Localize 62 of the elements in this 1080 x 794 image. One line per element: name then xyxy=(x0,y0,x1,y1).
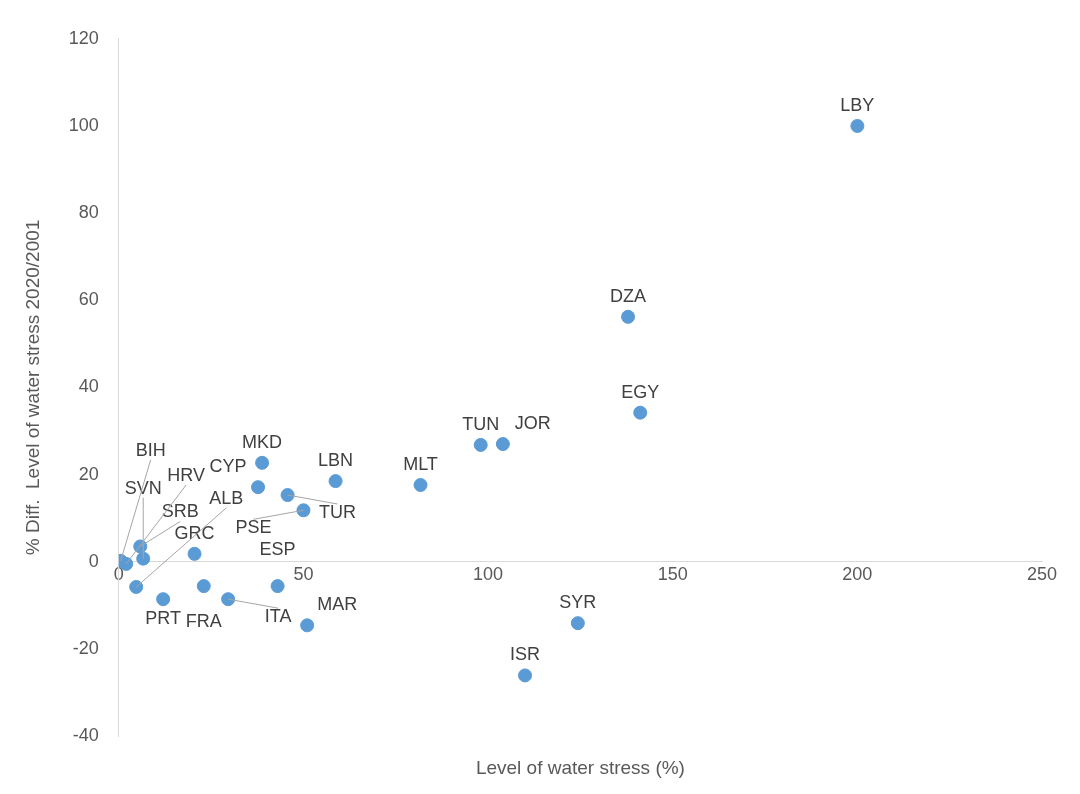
annotation: CYP xyxy=(209,456,247,477)
x-tick-label: 200 xyxy=(842,564,873,585)
annotation: JOR xyxy=(514,413,551,434)
point xyxy=(296,503,311,518)
annotation: MLT xyxy=(403,453,438,474)
point xyxy=(156,592,171,607)
annotation: PSE xyxy=(235,517,272,538)
x-tick-label: 50 xyxy=(293,564,314,585)
point xyxy=(270,579,285,594)
point xyxy=(187,546,202,561)
point xyxy=(518,668,533,683)
point xyxy=(221,592,236,607)
annotation: MKD xyxy=(242,431,283,452)
annotation: SYR xyxy=(559,592,597,613)
point xyxy=(413,478,428,493)
annotation: DZA xyxy=(610,285,647,306)
annotation: LBN xyxy=(318,450,354,471)
y-tick-label: 120 xyxy=(68,27,99,48)
point xyxy=(473,437,488,452)
point xyxy=(621,309,636,324)
point xyxy=(300,618,315,633)
point xyxy=(280,488,295,503)
x-axis-title: Level of water stress (%) xyxy=(475,757,685,778)
annotation: ESP xyxy=(259,539,296,560)
x-tick-label: 0 xyxy=(113,564,124,585)
y-axis-title: % Diff. Level of water stress 2020/2001 xyxy=(21,219,43,556)
y-tick-label: 100 xyxy=(68,114,99,135)
point xyxy=(495,437,510,452)
point xyxy=(251,480,266,495)
annotation: ITA xyxy=(264,606,292,627)
annotation: TUN xyxy=(462,413,500,434)
annotation: HRV xyxy=(167,464,206,485)
point xyxy=(255,455,270,470)
annotation: LBY xyxy=(840,94,875,115)
point xyxy=(136,551,151,566)
point xyxy=(850,118,865,133)
point xyxy=(328,474,343,489)
x-tick-label: 250 xyxy=(1026,564,1058,585)
y-tick-label: 40 xyxy=(78,376,99,397)
y-tick-label: -20 xyxy=(72,637,99,658)
annotation: PRT xyxy=(145,608,181,629)
y-tick-label: -40 xyxy=(72,724,99,745)
annotation: SRB xyxy=(161,501,199,522)
annotation: GRC xyxy=(174,522,215,543)
annotation: FRA xyxy=(185,611,222,632)
y-tick-label: 80 xyxy=(78,202,99,223)
point xyxy=(633,405,648,420)
x-tick-label: 100 xyxy=(473,564,504,585)
annotation: ISR xyxy=(510,644,541,665)
annotation: EGY xyxy=(621,381,660,402)
point xyxy=(570,616,585,631)
annotation: BIH xyxy=(135,439,166,460)
annotation: TUR xyxy=(319,502,357,522)
annotation: SVN xyxy=(124,477,162,498)
y-tick-label: 60 xyxy=(78,289,99,310)
x-tick-label: 150 xyxy=(657,564,688,585)
y-tick-label: 20 xyxy=(78,463,99,484)
y-tick-label: 0 xyxy=(88,550,99,571)
annotation: ALB xyxy=(209,487,244,508)
point xyxy=(196,579,211,594)
annotation: MAR xyxy=(317,594,358,615)
point xyxy=(129,579,144,594)
